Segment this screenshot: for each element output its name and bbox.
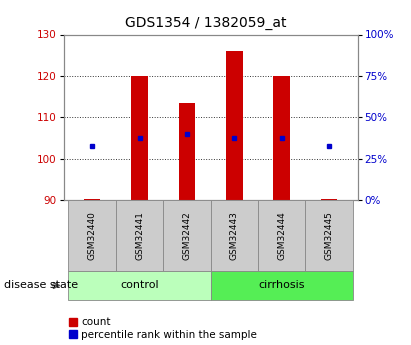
Text: cirrhosis: cirrhosis <box>259 280 305 290</box>
Text: GSM32444: GSM32444 <box>277 211 286 260</box>
Bar <box>211 271 353 300</box>
Bar <box>179 103 195 200</box>
Bar <box>116 200 163 271</box>
Text: GSM32442: GSM32442 <box>182 211 192 260</box>
Text: GSM32445: GSM32445 <box>325 211 334 260</box>
Bar <box>226 51 242 200</box>
Bar <box>321 199 337 200</box>
Legend: count, percentile rank within the sample: count, percentile rank within the sample <box>69 317 257 340</box>
Bar <box>131 76 148 200</box>
Text: GSM32440: GSM32440 <box>88 211 97 260</box>
Bar <box>258 200 305 271</box>
Bar <box>305 200 353 271</box>
Text: GSM32441: GSM32441 <box>135 211 144 260</box>
Text: GDS1354 / 1382059_at: GDS1354 / 1382059_at <box>125 16 286 30</box>
Bar <box>84 199 100 200</box>
Bar <box>211 200 258 271</box>
Text: GSM32443: GSM32443 <box>230 211 239 260</box>
Bar <box>163 200 211 271</box>
Text: control: control <box>120 280 159 290</box>
Bar <box>69 200 116 271</box>
Text: disease state: disease state <box>4 280 78 290</box>
Bar <box>69 271 211 300</box>
Bar <box>273 76 290 200</box>
